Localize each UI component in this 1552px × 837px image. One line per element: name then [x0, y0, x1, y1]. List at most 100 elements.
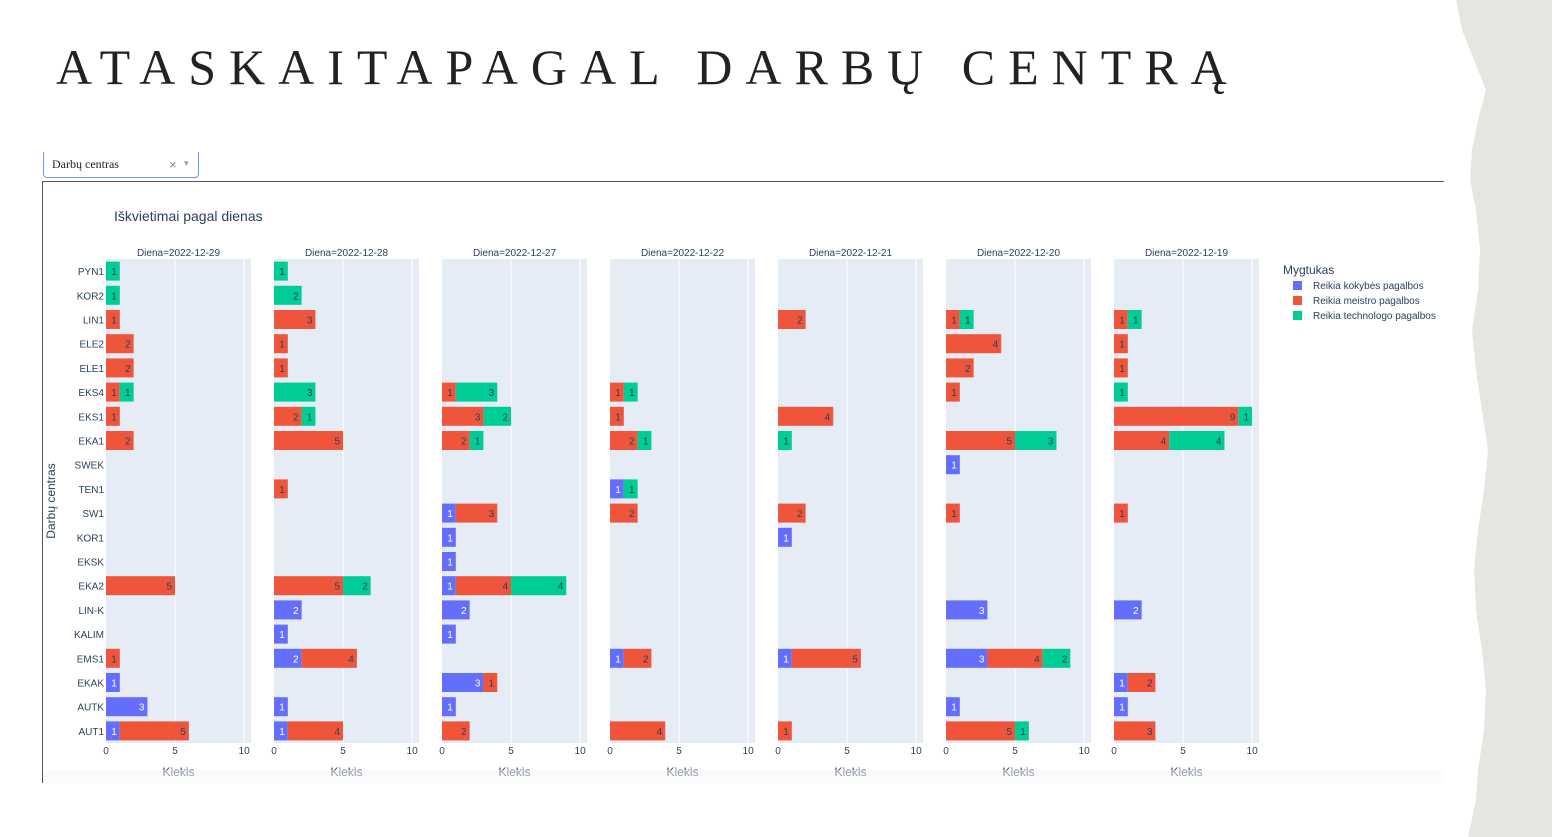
- bar-value-label: 1: [615, 485, 621, 496]
- bar: [946, 721, 1016, 741]
- bar-value-label: 1: [783, 727, 789, 738]
- bar: [106, 673, 120, 692]
- x-tick-label: 5: [340, 746, 346, 757]
- bar: [442, 600, 470, 620]
- page-title: ATASKAITAPAGAL DARBŲ CENTRĄ: [56, 39, 1240, 95]
- bar: [778, 648, 792, 668]
- bar: [442, 431, 470, 450]
- y-axis-title: Darbų centras: [44, 463, 58, 538]
- bar-value-label: 2: [293, 291, 299, 302]
- bar-value-label: 1: [615, 654, 621, 665]
- bar-value-label: 1: [307, 412, 313, 423]
- bar: [274, 600, 302, 620]
- bar: [1114, 673, 1128, 692]
- bar-value-label: 2: [797, 509, 803, 520]
- facet-plot-bg: [274, 259, 419, 743]
- facet-plot-bg: [442, 259, 587, 743]
- y-tick-label: KOR1: [77, 533, 105, 544]
- facet-title: Diena=2022-12-21: [809, 248, 893, 259]
- bar: [442, 406, 484, 426]
- bar-value-label: 3: [489, 388, 495, 399]
- bar-value-label: 2: [629, 437, 635, 448]
- bar: [1114, 310, 1128, 329]
- bar: [106, 648, 120, 668]
- facet-plot-bg: [1114, 259, 1259, 743]
- y-tick-label: AUT1: [78, 727, 104, 738]
- facet-plot-bg: [778, 259, 923, 743]
- bar-value-label: 1: [1133, 316, 1139, 327]
- bar-value-label: 1: [1244, 412, 1250, 423]
- bar-value-label: 3: [475, 412, 481, 423]
- bar-value-label: 2: [1062, 654, 1068, 665]
- bar-value-label: 4: [993, 340, 999, 351]
- bar: [610, 648, 624, 668]
- bar: [610, 406, 624, 426]
- bar: [610, 479, 624, 499]
- bar-value-label: 1: [111, 679, 117, 690]
- bar-value-label: 3: [979, 654, 985, 665]
- bar-value-label: 2: [125, 340, 131, 351]
- legend-swatch: [1293, 296, 1302, 305]
- bar-value-label: 1: [965, 316, 971, 327]
- chevron-down-icon[interactable]: ▾: [184, 158, 189, 168]
- bar-value-label: 2: [1147, 679, 1153, 690]
- y-tick-label: ELE2: [80, 340, 105, 351]
- y-tick-label: PYN1: [78, 267, 105, 278]
- bar: [610, 431, 638, 450]
- bar-value-label: 1: [447, 630, 453, 641]
- y-tick-label: EKS1: [78, 412, 104, 423]
- facet-title: Diena=2022-12-22: [641, 248, 725, 259]
- facet-plot-bg: [106, 259, 251, 743]
- bar: [442, 503, 456, 523]
- legend-item-label: Reikia kokybės pagalbos: [1313, 281, 1424, 292]
- x-tick-label: 5: [172, 746, 178, 757]
- bar: [623, 479, 638, 499]
- bar-value-label: 2: [461, 606, 467, 617]
- bar: [946, 600, 988, 620]
- bar-value-label: 2: [125, 437, 131, 448]
- bar-value-label: 1: [629, 485, 635, 496]
- bar: [274, 310, 316, 329]
- work-center-dropdown[interactable]: Darbų centras × ▾: [43, 152, 199, 178]
- bar-value-label: 3: [475, 679, 481, 690]
- bar-value-label: 1: [1119, 340, 1125, 351]
- chart-frame-top: [42, 181, 1444, 182]
- bar-value-label: 1: [475, 437, 481, 448]
- bar-value-label: 4: [348, 654, 354, 665]
- bar-value-label: 4: [558, 582, 564, 593]
- y-tick-label: SWEK: [75, 461, 105, 472]
- bar: [483, 406, 512, 426]
- bar: [106, 382, 120, 402]
- bar: [610, 503, 638, 523]
- bar-value-label: 4: [502, 582, 508, 593]
- clear-icon[interactable]: ×: [169, 157, 177, 172]
- facet-title: Diena=2022-12-27: [473, 248, 557, 259]
- bar: [1114, 334, 1128, 354]
- x-tick-label: 0: [607, 746, 613, 757]
- chart-bottom-shadow: [43, 770, 1443, 783]
- bar-value-label: 2: [125, 364, 131, 375]
- x-tick-label: 5: [844, 746, 850, 757]
- bar-value-label: 1: [111, 654, 117, 665]
- bar-value-label: 2: [1133, 606, 1139, 617]
- bar: [442, 697, 456, 717]
- bar: [274, 334, 288, 354]
- x-tick-label: 10: [1247, 746, 1259, 757]
- bar-value-label: 5: [166, 582, 172, 593]
- x-tick-label: 0: [439, 746, 445, 757]
- bar: [442, 552, 456, 571]
- x-tick-label: 0: [775, 746, 781, 757]
- bar-value-label: 2: [965, 364, 971, 375]
- y-tick-label: TEN1: [78, 485, 104, 496]
- bar: [1015, 431, 1057, 450]
- bar-value-label: 3: [979, 606, 985, 617]
- bar: [119, 721, 189, 741]
- y-tick-label: ELE1: [80, 364, 105, 375]
- y-tick-label: KALIM: [74, 630, 104, 641]
- bar: [1114, 600, 1142, 620]
- bar-value-label: 3: [307, 316, 313, 327]
- bar-value-label: 1: [279, 727, 285, 738]
- bar-value-label: 1: [783, 533, 789, 544]
- bar-value-label: 1: [111, 727, 117, 738]
- bar-value-label: 3: [1048, 437, 1054, 448]
